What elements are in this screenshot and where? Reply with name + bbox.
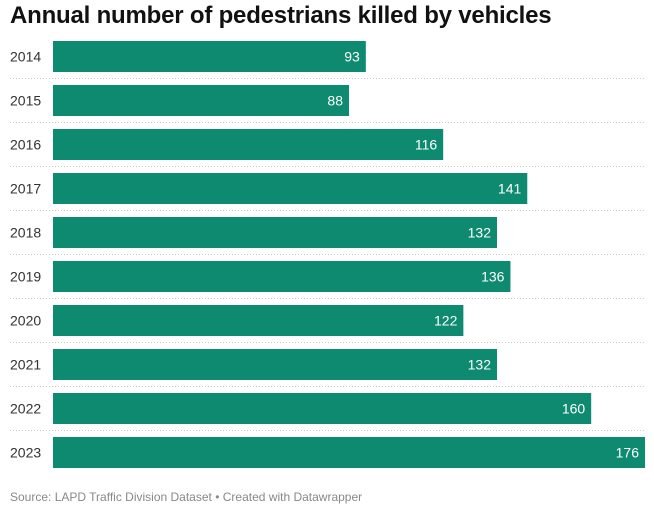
bar-2021 xyxy=(53,349,497,380)
category-label-2022: 2022 xyxy=(10,401,41,417)
bar-2018 xyxy=(53,217,497,248)
value-label-2021: 132 xyxy=(468,357,492,373)
value-label-2017: 141 xyxy=(498,181,522,197)
category-label-2015: 2015 xyxy=(10,93,41,109)
bar-2015 xyxy=(53,85,349,116)
category-label-2018: 2018 xyxy=(10,225,41,241)
footer-separator: • xyxy=(211,490,223,504)
value-label-2022: 160 xyxy=(562,401,586,417)
value-label-2015: 88 xyxy=(327,93,343,109)
bar-2016 xyxy=(53,129,444,160)
value-label-2023: 176 xyxy=(616,445,640,461)
bar-2017 xyxy=(53,173,528,204)
credit-link[interactable]: Created with Datawrapper xyxy=(222,490,363,504)
value-label-2016: 116 xyxy=(415,137,438,153)
bar-2023 xyxy=(53,437,645,468)
category-label-2014: 2014 xyxy=(10,49,41,65)
category-label-2023: 2023 xyxy=(10,445,41,461)
category-label-2019: 2019 xyxy=(10,269,41,285)
chart-footer: Source: LAPD Traffic Division Dataset • … xyxy=(10,490,362,504)
bar-chart: 2014 93 2015 88 2016 116 2017 141 2018 132 2019 136… xyxy=(10,41,645,468)
category-label-2016: 2016 xyxy=(10,137,41,153)
bar-2020 xyxy=(53,305,464,336)
chart-title: Annual number of pedestrians killed by v… xyxy=(10,2,552,29)
value-label-2020: 122 xyxy=(434,313,458,329)
bar-2022 xyxy=(53,393,592,424)
bar-2019 xyxy=(53,261,511,292)
category-label-2020: 2020 xyxy=(10,313,41,329)
value-label-2014: 93 xyxy=(344,49,360,65)
value-label-2019: 136 xyxy=(481,269,505,285)
source-note: Source: LAPD Traffic Division Dataset xyxy=(10,490,212,504)
category-label-2017: 2017 xyxy=(10,181,41,197)
category-label-2021: 2021 xyxy=(10,357,41,373)
bar-2014 xyxy=(53,41,366,72)
value-label-2018: 132 xyxy=(468,225,492,241)
